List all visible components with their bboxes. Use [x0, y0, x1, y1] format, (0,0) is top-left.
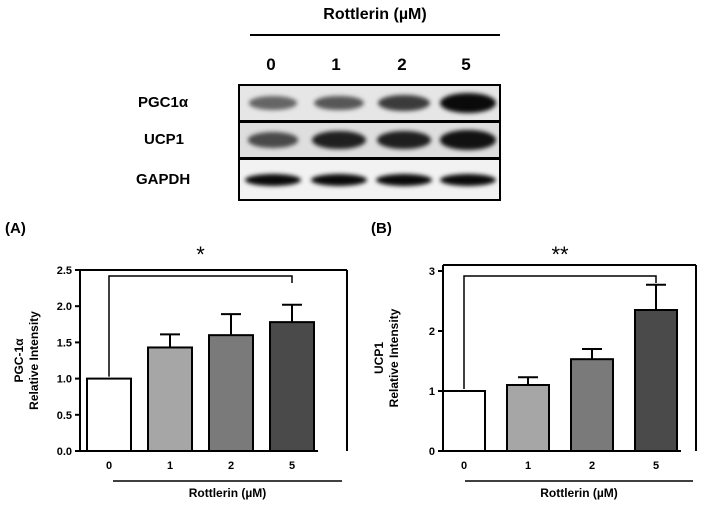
- x-tick-label: 2: [228, 460, 234, 472]
- blot-band: [378, 94, 430, 112]
- lane-label-0: 0: [266, 55, 276, 74]
- panel-b-label: (B): [371, 220, 392, 237]
- x-tick-label: 5: [653, 460, 659, 472]
- bar: [86, 377, 132, 453]
- blot-row-label-ucp1: UCP1: [144, 131, 185, 148]
- bar: [208, 334, 254, 452]
- x-axis-label: Rottlerin (µM): [540, 486, 618, 500]
- lane-label-1: 1: [331, 55, 341, 74]
- y-axis-label-line1: PGC-1α: [12, 338, 26, 383]
- bar: [147, 346, 193, 452]
- blot-band: [440, 93, 496, 113]
- blot-header-rule: [250, 34, 500, 36]
- y-axis-label-line2: Relative Intensity: [27, 311, 41, 410]
- y-tick-label: 1.5: [57, 337, 72, 349]
- y-tick-label: 1.0: [57, 374, 72, 386]
- x-tick-label: 0: [461, 460, 467, 472]
- blot-band: [440, 130, 496, 150]
- significance-label: *: [196, 242, 205, 267]
- blot-strip-gapdh: [238, 158, 501, 201]
- y-tick-label: 0: [429, 446, 435, 458]
- blot-strip-pgc1a: [238, 84, 501, 122]
- bar-chart-ucp1: 0 1 2 3 UCP1 Relative Intensity 0 1 2 5 Rottlerin …: [372, 242, 697, 500]
- x-tick-label: 2: [589, 460, 595, 472]
- blot-band: [314, 95, 364, 111]
- y-tick-label: 0.0: [57, 446, 72, 458]
- bar: [269, 321, 315, 452]
- blot-band: [376, 130, 432, 150]
- blot-row-label-pgc1a: PGC1α: [138, 94, 189, 111]
- bar: [570, 358, 614, 452]
- blot-band: [440, 173, 496, 186]
- blot-band: [311, 130, 367, 150]
- blot-row-label-gapdh: GAPDH: [136, 171, 191, 188]
- y-tick-label: 1: [429, 386, 435, 398]
- x-axis-label: Rottlerin (µM): [189, 486, 267, 500]
- y-tick-label: 0.5: [57, 410, 72, 422]
- blot-band: [248, 96, 298, 110]
- bar: [634, 309, 678, 452]
- y-tick-label: 2.0: [57, 301, 72, 313]
- y-axis-label-line2: Relative Intensity: [387, 308, 401, 407]
- bar: [506, 384, 550, 452]
- blot-header: Rottlerin (µM): [323, 6, 427, 23]
- blot-band: [376, 173, 432, 186]
- x-tick-label: 0: [106, 460, 112, 472]
- x-tick-label: 5: [289, 460, 295, 472]
- y-tick-label: 2.5: [57, 265, 72, 277]
- significance-label: **: [551, 242, 569, 267]
- significance-bracket: [108, 275, 293, 377]
- significance-bracket: [463, 275, 657, 389]
- x-tick-label: 1: [525, 460, 531, 472]
- y-tick-label: 2: [429, 326, 435, 338]
- blot-band: [311, 173, 367, 186]
- x-tick-label: 1: [167, 460, 173, 472]
- y-tick-label: 3: [429, 266, 435, 278]
- blot-band: [247, 132, 299, 148]
- bar-chart-pgc1a: 0.0 0.5 1.0 1.5 2.0 2.5 PGC-1α Relative Intensi…: [12, 242, 348, 500]
- lane-label-2: 2: [397, 55, 407, 74]
- blot-strip-ucp1: [238, 121, 501, 159]
- lane-label-3: 5: [461, 55, 471, 74]
- bar: [442, 390, 486, 452]
- y-axis-label-line1: UCP1: [372, 342, 386, 374]
- blot-band: [245, 173, 301, 186]
- panel-a-label: (A): [5, 220, 26, 237]
